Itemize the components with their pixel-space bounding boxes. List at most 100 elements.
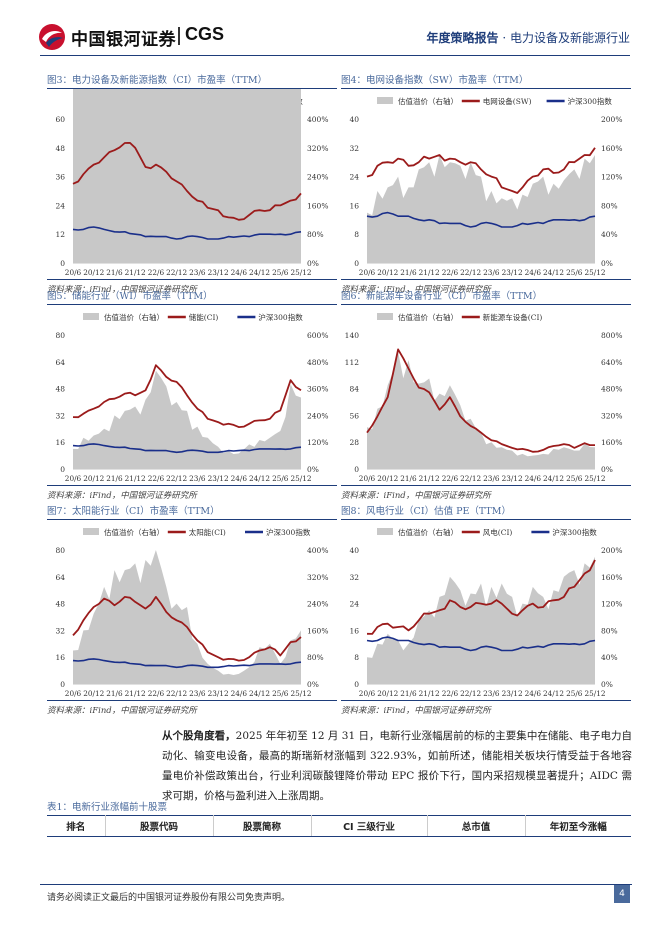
y2-tick-label: 80% [601,626,618,635]
report-breadcrumb: 年度策略报告 · 电力设备及新能源行业 [426,29,630,46]
x-tick-label: 24/6 [231,689,248,698]
x-tick-label: 25/12 [290,268,311,277]
x-tick-label: 24/12 [249,689,270,698]
premium-area [367,556,595,684]
y2-tick-label: 0% [307,680,319,689]
col-rank: 排名 [47,815,106,837]
y-tick-label: 64 [55,358,65,367]
legend-label: 沪深300指数 [266,527,311,537]
x-tick-label: 25/6 [566,474,583,483]
y-tick-label: 16 [55,653,65,662]
legend-swatch-premium [377,97,393,104]
y-tick-label: 0 [60,465,65,474]
chart-figure-5: 图5：储能行业（WI）市盈率（TTM） 估值溢价（右轴） 储能(CI) 沪深300指… [47,290,337,501]
page-number: 4 [614,885,630,903]
x-tick-label: 24/6 [525,474,542,483]
y2-tick-label: 400% [307,546,328,555]
table-title: 表1：电新行业涨幅前十股票 [47,802,168,813]
x-tick-label: 22/6 [442,474,459,483]
legend-label: 估值溢价（右轴） [104,312,164,322]
x-tick-label: 23/12 [502,474,523,483]
x-tick-label: 24/6 [525,268,542,277]
y-tick-label: 24 [55,201,65,210]
y2-tick-label: 400% [307,115,328,124]
y-tick-label: 112 [345,358,360,367]
x-tick-label: 20/12 [377,268,398,277]
chart-figure-3: 图3：电力设备及新能源指数（CI）市盈率（TTM） 估值溢价（右轴）电新(CI)… [47,74,337,295]
legend-swatch-premium [377,528,393,535]
y-tick-label: 40 [349,115,359,124]
y2-tick-label: 120% [601,173,622,182]
x-tick-label: 21/6 [106,268,123,277]
y2-tick-label: 0% [601,680,613,689]
x-tick-label: 20/6 [359,268,376,277]
y2-tick-label: 0% [601,259,613,268]
y2-tick-label: 320% [307,144,328,153]
x-tick-label: 21/12 [125,268,146,277]
chart-source: 资料来源：iFind，中国银河证券研究所 [47,706,197,716]
legend-label: 电网设备(SW) [483,96,532,106]
x-tick-label: 25/12 [584,268,605,277]
y-tick-label: 140 [345,331,360,340]
chart-svg: 估值溢价（右轴） 风电(CI) 沪深300指数 40 32 24 16 8 0 200% 160% 1… [349,527,622,698]
x-tick-label: 22/12 [460,689,481,698]
x-tick-label: 21/6 [400,474,417,483]
y-tick-label: 80 [55,546,65,555]
x-tick-label: 22/12 [166,689,187,698]
hs300-pe-line [366,211,596,228]
y-tick-label: 16 [349,201,359,210]
y2-tick-label: 160% [601,144,622,153]
x-tick-label: 21/6 [106,689,123,698]
sector-pe-line [72,596,302,662]
x-tick-label: 23/12 [208,268,229,277]
y2-tick-label: 800% [601,331,622,340]
y-tick-label: 0 [60,259,65,268]
y-tick-label: 16 [55,438,65,447]
y-tick-label: 24 [349,173,359,182]
x-tick-label: 20/12 [83,689,104,698]
y2-tick-label: 160% [601,438,622,447]
page-header: 中国银河证券 CGS 年度策略报告 · 电力设备及新能源行业 [0,0,662,60]
chart-title: 图5：储能行业（WI）市盈率（TTM） [47,291,213,302]
x-tick-label: 24/12 [543,689,564,698]
y-tick-label: 12 [55,230,65,239]
y-tick-label: 36 [55,173,65,182]
chart-title: 图8：风电行业（CI）估值 PE（TTM） [341,506,511,517]
y-tick-label: 8 [354,653,359,662]
x-tick-label: 20/6 [65,689,82,698]
x-tick-label: 20/12 [83,268,104,277]
y2-tick-label: 160% [307,626,328,635]
x-tick-label: 24/6 [525,689,542,698]
hs300-pe-line [72,443,302,454]
y2-tick-label: 320% [307,573,328,582]
x-tick-label: 20/6 [359,474,376,483]
y-tick-label: 60 [55,115,65,124]
x-tick-label: 22/6 [442,268,459,277]
x-tick-label: 25/6 [272,268,289,277]
y2-tick-label: 120% [307,438,328,447]
y2-tick-label: 0% [307,465,319,474]
hs300-pe-line [366,636,596,652]
legend-label: 储能(CI) [189,312,219,322]
sector-pe-line [366,559,596,635]
y2-tick-label: 160% [307,201,328,210]
top-ten-table: 排名 股票代码 股票简称 CI 三级行业 总市值 年初至今涨幅 [47,815,631,837]
sector-pe-line [72,142,302,221]
legend-label: 太阳能(CI) [189,527,226,537]
report-type: 年度策略报告 [426,31,499,45]
x-tick-label: 22/12 [460,268,481,277]
x-tick-label: 25/12 [584,689,605,698]
col-ytd-gain: 年初至今涨幅 [525,815,631,837]
x-tick-label: 23/6 [483,689,500,698]
col-stock-name: 股票简称 [213,815,312,837]
legend-label: 估值溢价（右轴） [398,312,458,322]
y-tick-label: 8 [354,230,359,239]
y2-tick-label: 0% [601,465,613,474]
x-tick-label: 22/6 [148,474,165,483]
col-ci-industry: CI 三级行业 [311,815,428,837]
y-tick-label: 32 [349,144,359,153]
x-tick-label: 23/6 [189,268,206,277]
legend-label: 新能源车设备(CI) [483,312,543,322]
chart-figure-8: 图8：风电行业（CI）估值 PE（TTM） 估值溢价（右轴） 风电(CI) 沪深30… [341,505,631,716]
x-tick-label: 22/12 [166,474,187,483]
